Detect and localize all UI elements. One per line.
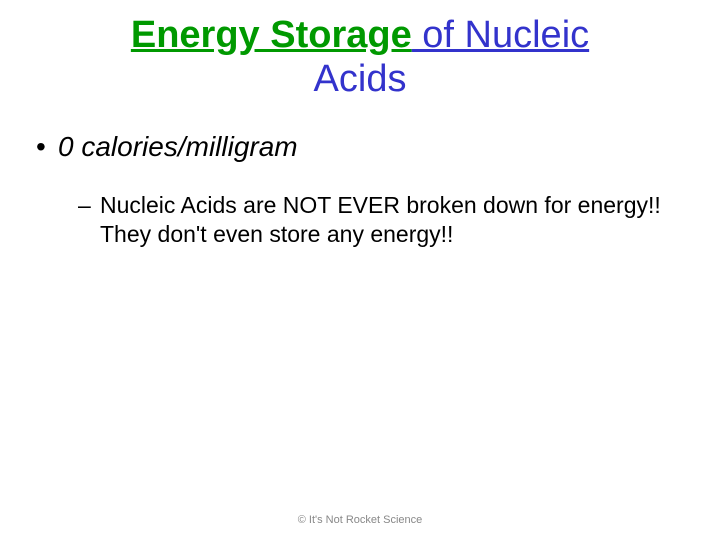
slide-title: Energy Storage of Nucleic Acids <box>0 0 720 111</box>
bullet-list-level2: Nucleic Acids are NOT EVER broken down f… <box>30 191 690 249</box>
bullet-text: 0 calories/milligram <box>58 131 298 162</box>
title-tail: Acids <box>314 58 407 100</box>
list-item: 0 calories/milligram <box>30 131 690 163</box>
title-mid: of Nucleic <box>412 14 589 56</box>
slide: Energy Storage of Nucleic Acids 0 calori… <box>0 0 720 540</box>
footer-credit: © It's Not Rocket Science <box>0 514 720 526</box>
bullet-text: Nucleic Acids are NOT EVER broken down f… <box>100 192 661 247</box>
slide-body: 0 calories/milligram Nucleic Acids are N… <box>0 111 720 249</box>
bullet-list-level1: 0 calories/milligram <box>30 131 690 163</box>
list-item: Nucleic Acids are NOT EVER broken down f… <box>30 191 690 249</box>
title-emph: Energy Storage <box>131 14 412 56</box>
